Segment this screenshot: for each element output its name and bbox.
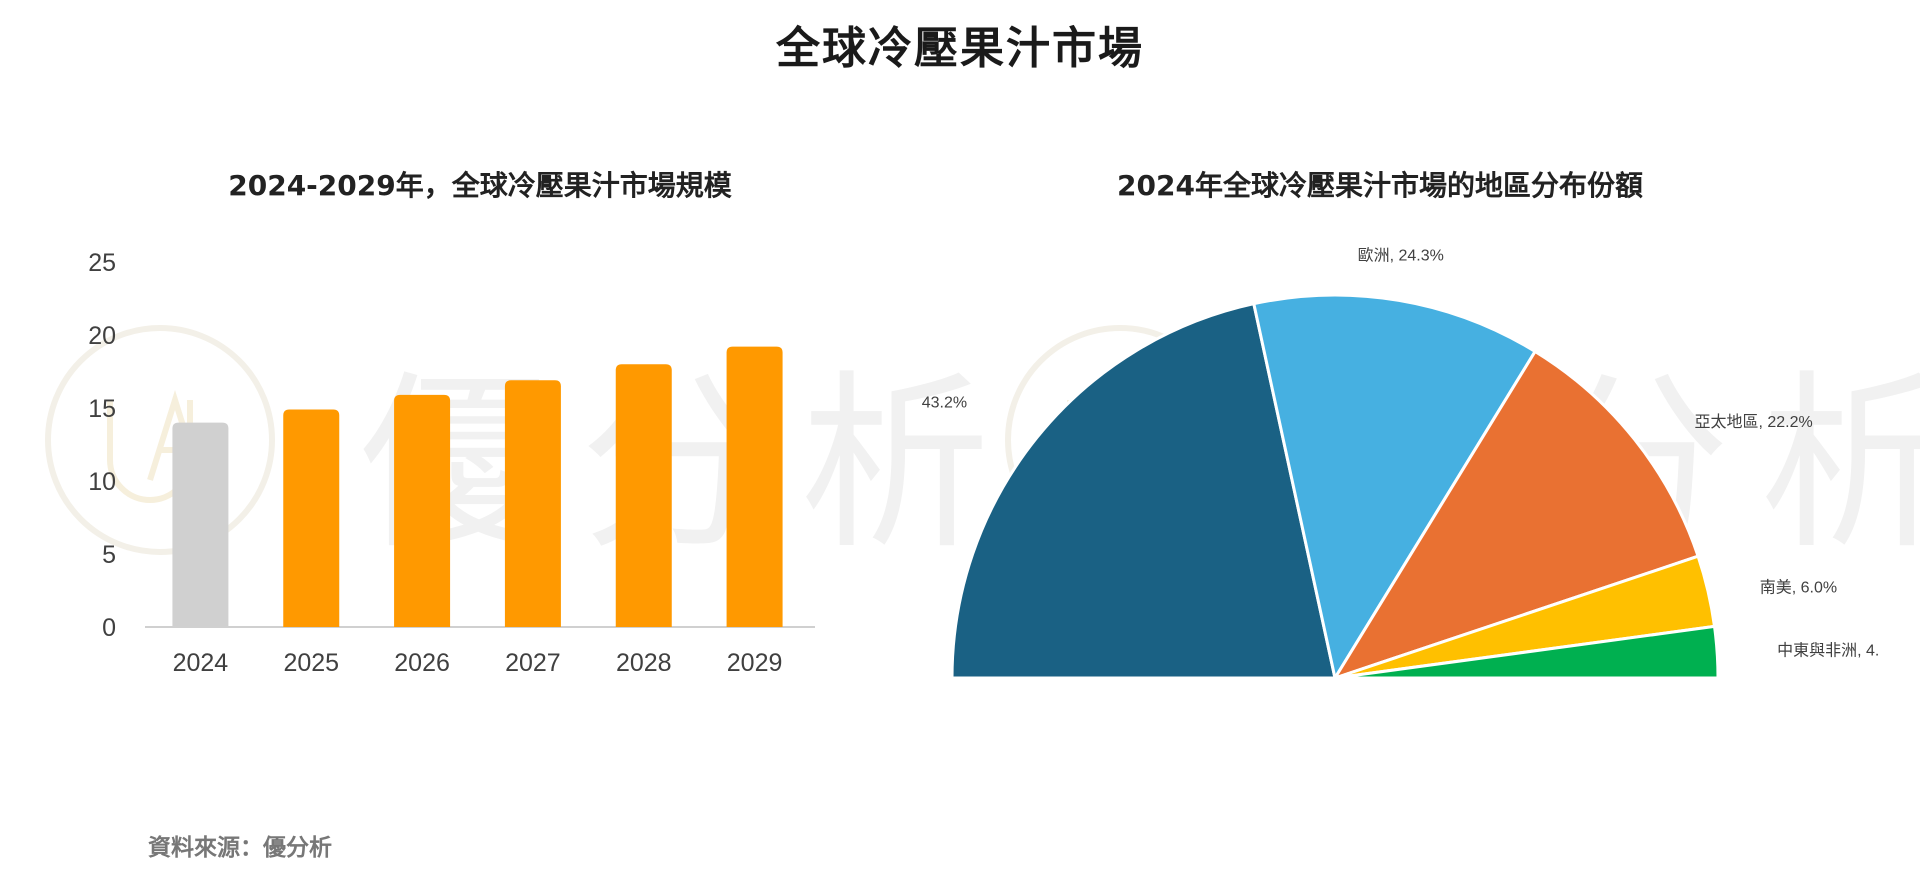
y-tick-label: 20 [88,322,116,350]
bar-2025 [283,409,340,627]
y-tick-label: 10 [88,468,116,496]
pie-slice-label: 亞太地區, 22.2% [1694,413,1812,431]
bar-2028 [615,364,672,627]
x-tick-label: 2025 [283,649,339,677]
y-tick-label: 0 [102,614,116,642]
y-tick-label: 5 [102,541,116,569]
bar-2027 [504,380,561,627]
pie-slice-2 [1333,349,1700,680]
x-tick-label: 2027 [505,649,561,677]
pie-slice-label: 南美, 6.0% [1760,579,1837,597]
source-note: 資料來源：優分析 [148,835,332,861]
x-tick-label: 2029 [727,649,783,677]
x-tick-label: 2026 [394,649,450,677]
bar-2029 [726,346,783,627]
pie-chart-title: 2024年全球冷壓果汁市場的地區分布份額 [1117,169,1643,202]
x-tick-label: 2028 [616,649,672,677]
pie-slice-label: 中東與非洲, 4.3% [1777,641,1880,659]
y-tick-label: 15 [88,395,116,423]
bar-2026 [394,394,451,627]
page-title: 全球冷壓果汁市場 [776,23,1144,74]
bar-chart-title: 2024-2029年，全球冷壓果汁市場規模 [228,169,732,202]
pie-slice-4 [1333,624,1720,680]
pie-slice-label: 北美, 43.2% [920,393,967,411]
pie-slice-1 [1252,293,1537,680]
pie-chart: 北美, 43.2% 歐洲, 24.3% 亞太地區, 22.2% 南美, 6.0% 中東與… [920,247,1880,680]
pie-slice-0 [950,302,1337,680]
pie-slice-label: 歐洲, 24.3% [1358,247,1444,265]
x-tick-label: 2024 [173,649,229,677]
y-tick-label: 25 [88,249,116,277]
bar-2024 [172,422,229,627]
